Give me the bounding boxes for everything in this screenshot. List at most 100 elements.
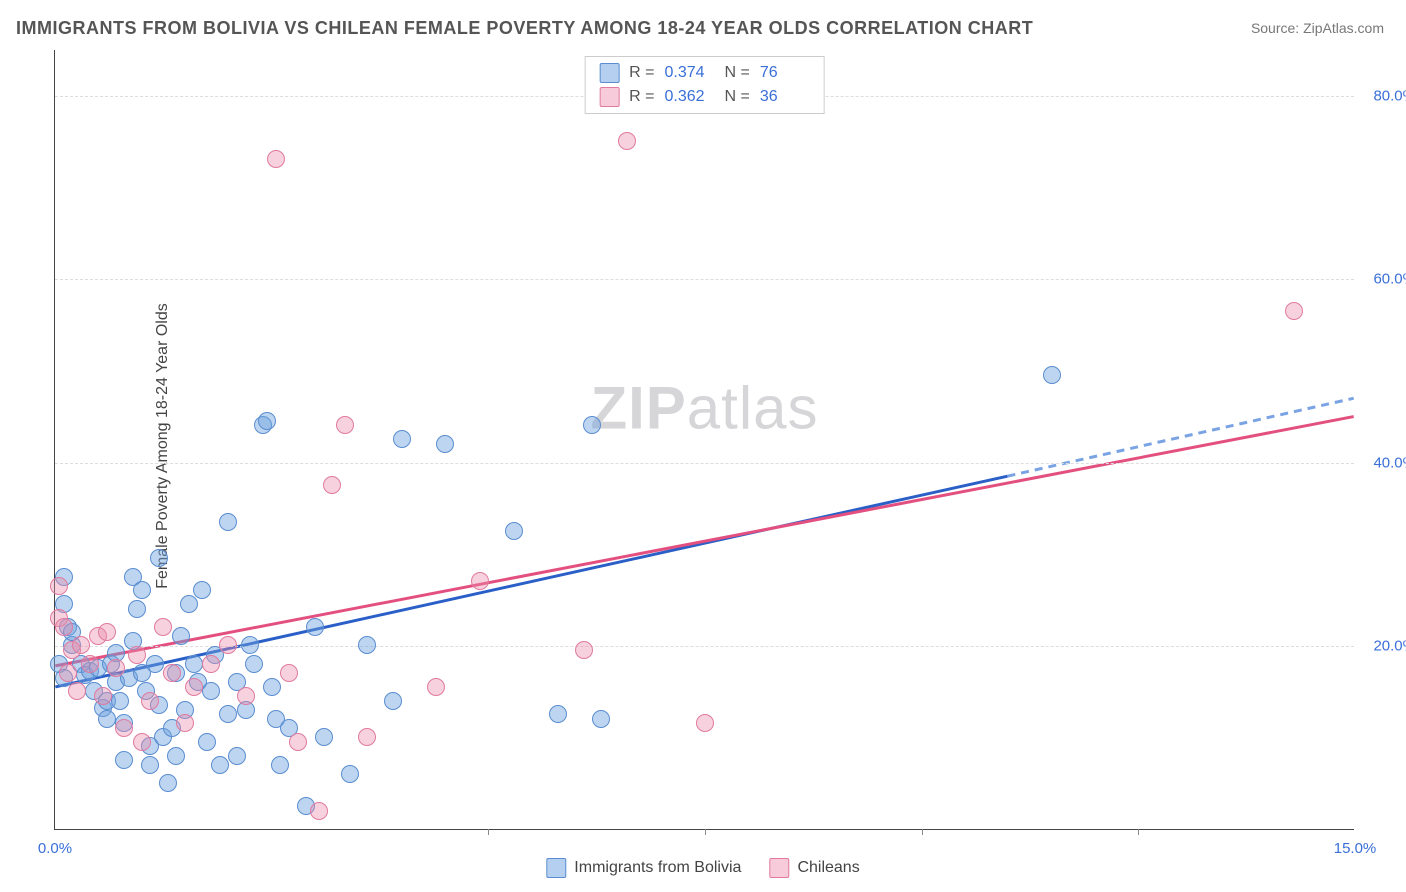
y-tick-label: 20.0% [1373, 638, 1406, 655]
data-point-chileans [141, 692, 159, 710]
data-point-chileans [94, 687, 112, 705]
data-point-chileans [575, 641, 593, 659]
data-point-chileans [267, 150, 285, 168]
data-point-chileans [176, 714, 194, 732]
data-point-chileans [696, 714, 714, 732]
source-value: ZipAtlas.com [1303, 20, 1384, 36]
x-tick-label: 0.0% [38, 840, 72, 857]
data-point-bolivia [146, 655, 164, 673]
data-point-bolivia [436, 435, 454, 453]
legend-item-bolivia: Immigrants from Bolivia [546, 858, 741, 878]
data-point-chileans [358, 728, 376, 746]
data-point-chileans [59, 664, 77, 682]
data-point-chileans [128, 646, 146, 664]
r-value: 0.362 [665, 88, 715, 106]
n-value: 76 [760, 64, 810, 82]
data-point-chileans [185, 678, 203, 696]
data-point-chileans [72, 636, 90, 654]
legend-stat-row-chileans: R = 0.362 N = 36 [599, 87, 810, 107]
data-point-chileans [219, 636, 237, 654]
data-point-bolivia [505, 522, 523, 540]
data-point-chileans [133, 733, 151, 751]
n-value: 36 [760, 88, 810, 106]
data-point-bolivia [241, 636, 259, 654]
data-point-chileans [81, 655, 99, 673]
data-point-bolivia [358, 636, 376, 654]
legend-swatch [546, 858, 566, 878]
x-minor-tick [488, 829, 489, 835]
source-attribution: Source: ZipAtlas.com [1251, 20, 1384, 36]
data-point-bolivia [211, 756, 229, 774]
data-point-chileans [310, 802, 328, 820]
legend-swatch [769, 858, 789, 878]
data-point-chileans [336, 416, 354, 434]
data-point-bolivia [198, 733, 216, 751]
data-point-chileans [289, 733, 307, 751]
data-point-bolivia [271, 756, 289, 774]
r-value: 0.374 [665, 64, 715, 82]
data-point-bolivia [219, 513, 237, 531]
data-point-chileans [323, 476, 341, 494]
legend-swatch [599, 63, 619, 83]
data-point-chileans [115, 719, 133, 737]
data-point-bolivia [128, 600, 146, 618]
source-label: Source: [1251, 20, 1303, 36]
data-point-bolivia [185, 655, 203, 673]
legend-item-chileans: Chileans [769, 858, 859, 878]
data-point-bolivia [141, 756, 159, 774]
grid-line [55, 463, 1354, 464]
data-point-bolivia [549, 705, 567, 723]
data-point-bolivia [583, 416, 601, 434]
legend-swatch [599, 87, 619, 107]
chart-container: IMMIGRANTS FROM BOLIVIA VS CHILEAN FEMAL… [0, 0, 1406, 892]
data-point-bolivia [193, 581, 211, 599]
data-point-bolivia [180, 595, 198, 613]
data-point-bolivia [228, 747, 246, 765]
data-point-chileans [107, 659, 125, 677]
data-point-chileans [618, 132, 636, 150]
data-point-chileans [202, 655, 220, 673]
data-point-bolivia [263, 678, 281, 696]
data-point-bolivia [258, 412, 276, 430]
data-point-bolivia [219, 705, 237, 723]
legend-series-name: Chileans [797, 859, 859, 877]
n-label: N = [725, 64, 750, 82]
legend-series: Immigrants from Bolivia Chileans [546, 858, 859, 878]
r-label: R = [629, 88, 654, 106]
chart-title: IMMIGRANTS FROM BOLIVIA VS CHILEAN FEMAL… [16, 18, 1033, 39]
data-point-chileans [427, 678, 445, 696]
data-point-chileans [237, 687, 255, 705]
data-point-bolivia [133, 581, 151, 599]
data-point-chileans [471, 572, 489, 590]
legend-correlation-box: R = 0.374 N = 76 R = 0.362 N = 36 [584, 56, 825, 114]
data-point-chileans [163, 664, 181, 682]
plot-area: ZIPatlas R =0.374N =76R =0.362N =36 20.0… [54, 50, 1354, 830]
x-minor-tick [1138, 829, 1139, 835]
data-point-bolivia [167, 747, 185, 765]
n-label: N = [725, 88, 750, 106]
data-point-bolivia [111, 692, 129, 710]
data-point-bolivia [245, 655, 263, 673]
data-point-bolivia [341, 765, 359, 783]
y-tick-label: 80.0% [1373, 87, 1406, 104]
data-point-chileans [154, 618, 172, 636]
data-point-chileans [1285, 302, 1303, 320]
grid-line [55, 279, 1354, 280]
data-point-chileans [98, 623, 116, 641]
data-point-bolivia [393, 430, 411, 448]
data-point-bolivia [159, 774, 177, 792]
data-point-bolivia [315, 728, 333, 746]
x-minor-tick [705, 829, 706, 835]
data-point-bolivia [172, 627, 190, 645]
r-label: R = [629, 64, 654, 82]
data-point-bolivia [202, 682, 220, 700]
x-tick-label: 15.0% [1334, 840, 1377, 857]
x-minor-tick [922, 829, 923, 835]
data-point-chileans [280, 664, 298, 682]
data-point-bolivia [592, 710, 610, 728]
data-point-bolivia [306, 618, 324, 636]
data-point-bolivia [115, 751, 133, 769]
data-point-bolivia [384, 692, 402, 710]
data-point-chileans [68, 682, 86, 700]
data-point-bolivia [98, 710, 116, 728]
